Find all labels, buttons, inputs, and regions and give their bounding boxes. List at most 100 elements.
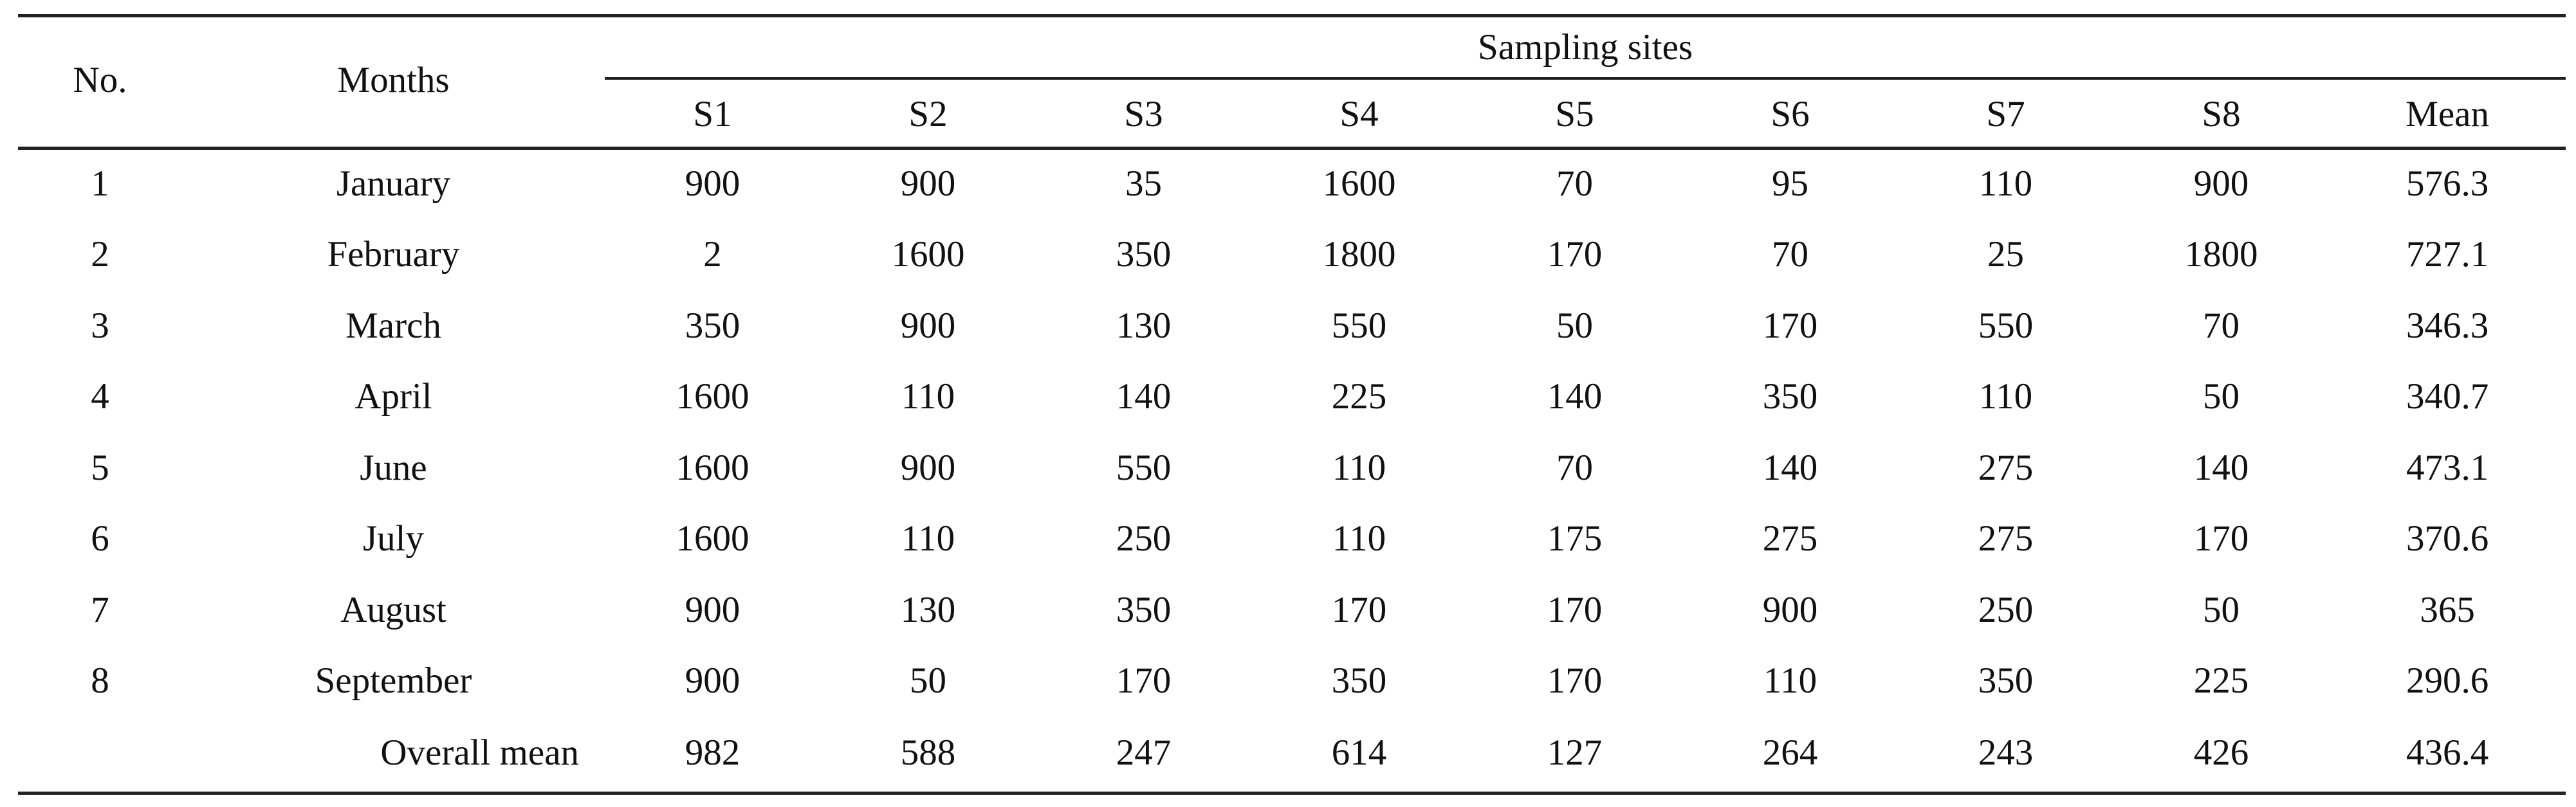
month-cell: July [362,518,425,559]
site-value-cell-s2: 1600 [891,234,965,275]
header-site-s5: S5 [1555,93,1594,134]
site-value-cell-s5: 140 [1547,376,1603,417]
row-number-cell: 8 [91,660,109,702]
header-months: Months [337,59,450,100]
site-value-cell-s8: 140 [2193,447,2249,488]
table-row: 7 August 900 130 350 170 170 900 250 50 365 [18,574,2566,646]
site-value-cell-s7: 110 [1978,163,2033,204]
site-value-cell-s8: 1800 [2184,234,2258,275]
row-mean-cell: 370.6 [2406,518,2489,559]
site-value-cell-s1: 900 [685,589,741,630]
site-value-cell-s1: 1600 [676,447,750,488]
site-value-cell-s6: 350 [1762,376,1818,417]
site-value-cell-s2: 900 [900,305,956,346]
site-value-cell-s5: 70 [1556,447,1593,488]
site-value-cell-s4: 110 [1332,518,1386,559]
overall-value-cell-s8: 426 [2193,732,2249,773]
table-row: 2 February 2 1600 350 1800 170 70 25 1800 727.1 [18,219,2566,291]
site-value-cell-s2: 130 [900,589,956,630]
site-value-cell-s6: 170 [1762,305,1818,346]
site-value-cell-s8: 50 [2203,376,2240,417]
site-value-cell-s7: 350 [1978,660,2034,702]
site-value-cell-s7: 275 [1978,447,2034,488]
overall-mean-label: Overall mean [380,732,579,773]
overall-value-cell-s5: 127 [1547,732,1603,773]
header-site-s1: S1 [693,93,732,134]
site-value-cell-s8: 225 [2193,660,2249,702]
site-value-cell-s3: 140 [1116,376,1172,417]
site-value-cell-s6: 140 [1762,447,1818,488]
site-value-cell-s1: 2 [703,234,722,275]
row-mean-cell: 576.3 [2406,163,2489,204]
header-no: No. [73,59,127,100]
month-cell: February [327,234,460,275]
row-number-cell: 1 [91,163,109,204]
header-site-s6: S6 [1771,93,1810,134]
row-number-cell: 3 [91,305,109,346]
site-value-cell-s1: 900 [685,163,741,204]
site-value-cell-s4: 350 [1331,660,1387,702]
site-value-cell-s4: 225 [1331,376,1387,417]
site-value-cell-s7: 250 [1978,589,2034,630]
site-value-cell-s5: 70 [1556,163,1593,204]
site-value-cell-s3: 35 [1125,163,1162,204]
header-sampling-sites-group: Sampling sites [1478,26,1693,68]
site-value-cell-s7: 550 [1978,305,2034,346]
site-value-cell-s1: 900 [685,660,741,702]
site-value-cell-s8: 170 [2193,518,2249,559]
overall-value-cell-s7: 243 [1978,732,2034,773]
site-value-cell-s6: 110 [1763,660,1817,702]
site-value-cell-s8: 70 [2203,305,2240,346]
row-number-cell: 5 [91,447,109,488]
site-value-cell-s1: 1600 [676,376,750,417]
site-value-cell-s2: 900 [900,447,956,488]
site-value-cell-s3: 170 [1116,660,1172,702]
site-value-cell-s5: 170 [1547,234,1603,275]
month-cell: June [360,447,427,488]
table-body: 1 January 900 900 35 1600 70 95 110 900 576.3 2 Febr… [18,148,2566,789]
header-site-s8: S8 [2202,93,2241,134]
row-mean-cell: 340.7 [2406,376,2489,417]
site-value-cell-s6: 95 [1772,163,1808,204]
site-value-cell-s2: 110 [901,376,955,417]
site-value-cell-s3: 350 [1116,589,1172,630]
site-value-cell-s1: 1600 [676,518,750,559]
month-cell: March [345,305,441,346]
table-row: 4 April 1600 110 140 225 140 350 110 50 340.7 [18,361,2566,433]
site-value-cell-s5: 175 [1547,518,1603,559]
site-value-cell-s3: 250 [1116,518,1172,559]
site-value-cell-s3: 130 [1116,305,1172,346]
header-site-s3: S3 [1124,93,1163,134]
row-number-cell: 2 [91,234,109,275]
row-mean-cell: 727.1 [2406,234,2489,275]
table-row: 5 June 1600 900 550 110 70 140 275 140 473.1 [18,432,2566,503]
site-value-cell-s2: 50 [910,660,946,702]
site-header-row: S1 S2 S3 S4 S5 S6 S7 S8 Mean [18,80,2566,148]
row-number-cell: 4 [91,376,109,417]
table-header-rule [18,147,2566,150]
site-value-cell-s7: 110 [1978,376,2033,417]
row-mean-cell: 290.6 [2406,660,2489,702]
table-row: 1 January 900 900 35 1600 70 95 110 900 576.3 [18,148,2566,219]
row-mean-cell: 365 [2420,589,2475,630]
table-top-rule [18,14,2566,17]
sampling-sites-group-rule [605,77,2566,80]
overall-value-cell-s1: 982 [685,732,741,773]
site-value-cell-s8: 900 [2193,163,2249,204]
row-number-cell: 6 [91,518,109,559]
header-site-s4: S4 [1339,93,1379,134]
site-value-cell-s3: 550 [1116,447,1172,488]
site-value-cell-s5: 50 [1556,305,1593,346]
site-value-cell-s7: 25 [1987,234,2024,275]
site-value-cell-s6: 70 [1772,234,1808,275]
site-value-cell-s2: 110 [901,518,955,559]
site-value-cell-s3: 350 [1116,234,1172,275]
site-value-cell-s2: 900 [900,163,956,204]
overall-value-cell-s6: 264 [1762,732,1818,773]
month-cell: April [354,376,432,417]
overall-value-cell-s2: 588 [900,732,956,773]
header-site-s2: S2 [908,93,948,134]
table-bottom-rule [18,792,2566,795]
month-cell: August [340,589,446,630]
header-site-s7: S7 [1986,93,2025,134]
